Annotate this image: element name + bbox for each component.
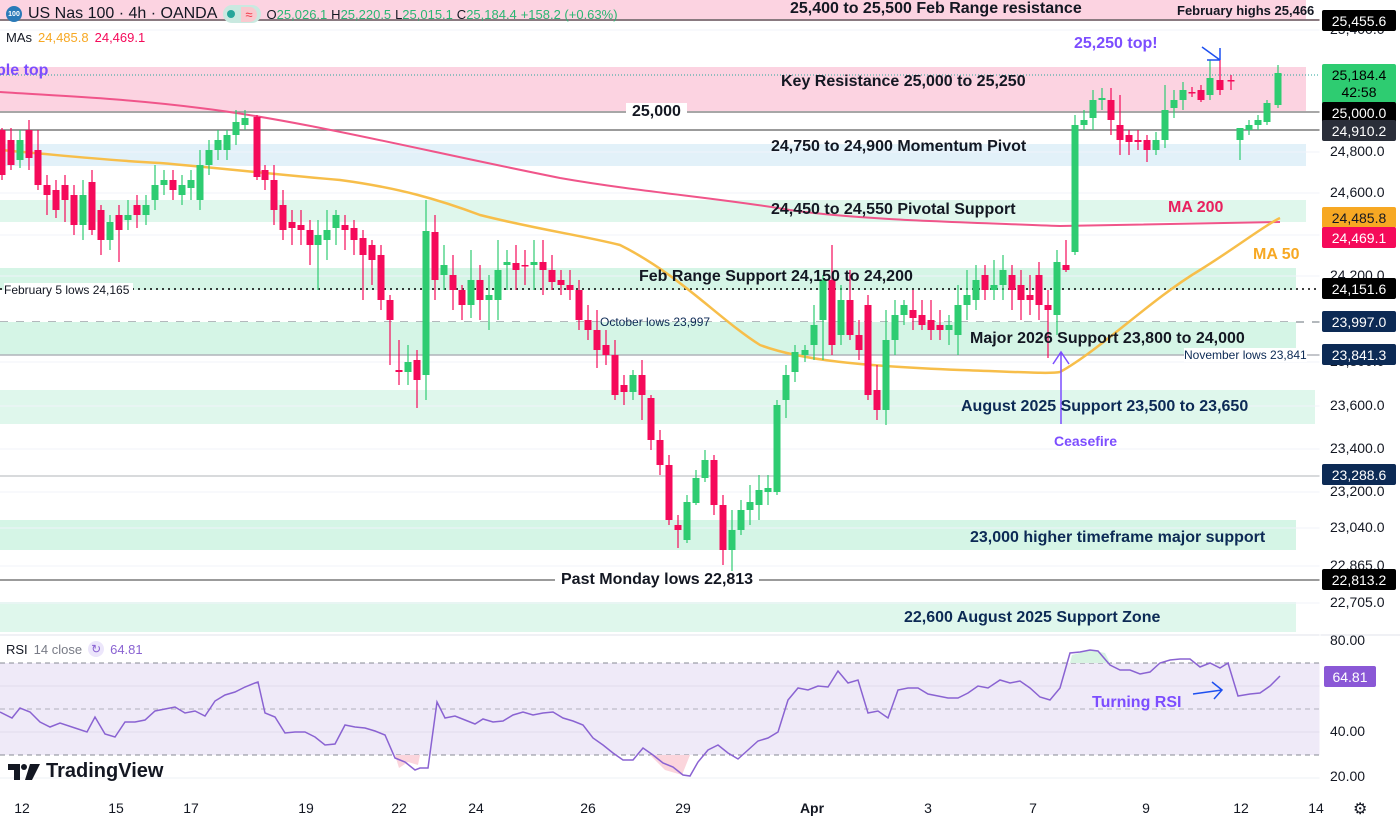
price-tick: 23,200.0 (1330, 483, 1385, 499)
price-tick: 23,600.0 (1330, 397, 1385, 413)
ma200-value: 24,469.1 (94, 30, 146, 45)
rsi-legend[interactable]: RSI 14 close ↻ 64.81 (6, 641, 143, 657)
higher-tf-support-label: 23,000 higher timeframe major support (970, 529, 1266, 546)
rsi-value: 64.81 (110, 641, 143, 657)
time-tick: 3 (924, 800, 932, 816)
time-tick: 26 (580, 800, 596, 816)
double-top-label: ble top (0, 62, 49, 79)
aug-2025-zone-label: 22,600 August 2025 Support Zone (904, 609, 1161, 626)
ma200-line (0, 91, 1281, 228)
time-tick: 15 (108, 800, 124, 816)
top-label: 25,250 top! (1074, 35, 1158, 52)
rsi-tick: 80.00 (1330, 632, 1366, 648)
tradingview-logo[interactable]: TradingView (8, 760, 163, 783)
price-tag: 22,813.2 (1322, 569, 1396, 590)
refresh-icon[interactable]: ↻ (88, 641, 105, 657)
feb-range-support-label: Feb Range Support 24,150 to 24,200 (639, 268, 913, 285)
major-2026-support-label: Major 2026 Support 23,800 to 24,000 (970, 330, 1245, 347)
price-tick: 22,705.0 (1330, 594, 1385, 610)
time-tick: 12 (14, 800, 30, 816)
tradingview-logo-icon (8, 763, 40, 780)
time-tick: 9 (1142, 800, 1150, 816)
price-tag: 24,485.8 (1322, 207, 1396, 228)
price-tag: 23,997.0 (1322, 311, 1396, 332)
february-highs-label: February highs 25,466 (1177, 3, 1315, 18)
price-tag: 24,151.6 (1322, 278, 1396, 299)
time-tick: Apr (799, 800, 825, 816)
mas-label: MAs (6, 30, 32, 45)
rsi-pane (0, 634, 1400, 779)
price-tag: 25,000.0 (1322, 102, 1396, 123)
candlesticks (0, 60, 1282, 578)
rsi-label: RSI (6, 641, 28, 657)
turning-rsi-label: Turning RSI (1092, 694, 1182, 711)
past-monday-lows-label: Past Monday lows 22,813 (555, 571, 760, 589)
arrow-top-icon (1201, 46, 1221, 61)
feb5-lows-label: February 5 lows 24,165 (4, 283, 134, 297)
time-tick: 12 (1233, 800, 1249, 816)
ceasefire-label: Ceasefire (1054, 433, 1118, 449)
price-tag: 24,910.2 (1322, 120, 1396, 141)
time-tick: 29 (675, 800, 691, 816)
october-lows-label: October lows 23,997 (600, 315, 711, 329)
rsi-arrow-icon (1192, 681, 1224, 700)
market-open-icon (227, 10, 236, 18)
ma50-value: 24,485.8 (38, 30, 89, 45)
august-2025-support-label: August 2025 Support 23,500 to 23,650 (961, 398, 1249, 415)
feb-range-resistance-label: 25,400 to 25,500 Feb Range resistance (790, 0, 1082, 17)
price-tick: 23,400.0 (1330, 440, 1385, 456)
ma50-line (0, 148, 1281, 375)
time-tick: 17 (183, 800, 199, 816)
symbol-title[interactable]: US Nas 100 · 4h · OANDA (28, 5, 218, 22)
time-tick: 19 (298, 800, 314, 816)
price-tag: 24,469.1 (1322, 227, 1396, 248)
price-tag: 23,841.3 (1322, 344, 1396, 365)
ohlc-values: O25,026.1 H25,220.5 L25,015.1 C25,184.4 … (266, 7, 618, 22)
rsi-value-tag: 64.81 (1324, 666, 1376, 687)
price-tick: 24,800.0 (1330, 143, 1385, 159)
rsi-params: 14 close (33, 641, 83, 657)
symbol-legend[interactable]: 100 US Nas 100 · 4h · OANDA ≈ O25,026.1 … (6, 5, 618, 23)
delayed-data-icon: ≈ (241, 6, 257, 22)
pivotal-support-label: 24,450 to 24,550 Pivotal Support (771, 201, 1016, 218)
moving-averages-legend[interactable]: MAs 24,485.8 24,469.1 (6, 30, 145, 45)
ceasefire-arrow-icon (1052, 350, 1070, 424)
key-resistance-label: Key Resistance 25,000 to 25,250 (781, 73, 1026, 90)
price-tick: 24,600.0 (1330, 184, 1385, 200)
gridlines (0, 29, 1320, 604)
rsi-tick: 40.00 (1330, 723, 1366, 739)
rsi-tick: 20.00 (1330, 768, 1366, 784)
rsi-line (0, 649, 1281, 777)
support-resistance-zones (0, 0, 1320, 632)
price-tag: 25,455.6 (1322, 10, 1396, 31)
ma200-label: MA 200 (1168, 199, 1224, 216)
time-tick: 7 (1029, 800, 1037, 816)
november-lows-label: November lows 23,841 (1184, 348, 1307, 362)
momentum-pivot-label: 24,750 to 24,900 Momentum Pivot (771, 138, 1027, 155)
price-tick: 23,040.0 (1330, 519, 1385, 535)
market-status-pill[interactable]: ≈ (223, 5, 261, 23)
price-tag: 25,184.4 42:58 (1322, 64, 1396, 104)
level-25000-label: 25,000 (626, 103, 687, 121)
symbol-logo-icon: 100 (6, 6, 22, 22)
time-tick: 22 (391, 800, 407, 816)
tradingview-logo-text: TradingView (46, 760, 164, 782)
time-tick: 24 (468, 800, 484, 816)
settings-gear-icon[interactable]: ⚙ (1353, 801, 1368, 818)
price-tag: 23,288.6 (1322, 464, 1396, 485)
time-tick: 14 (1308, 800, 1324, 816)
ma50-label: MA 50 (1253, 246, 1300, 263)
